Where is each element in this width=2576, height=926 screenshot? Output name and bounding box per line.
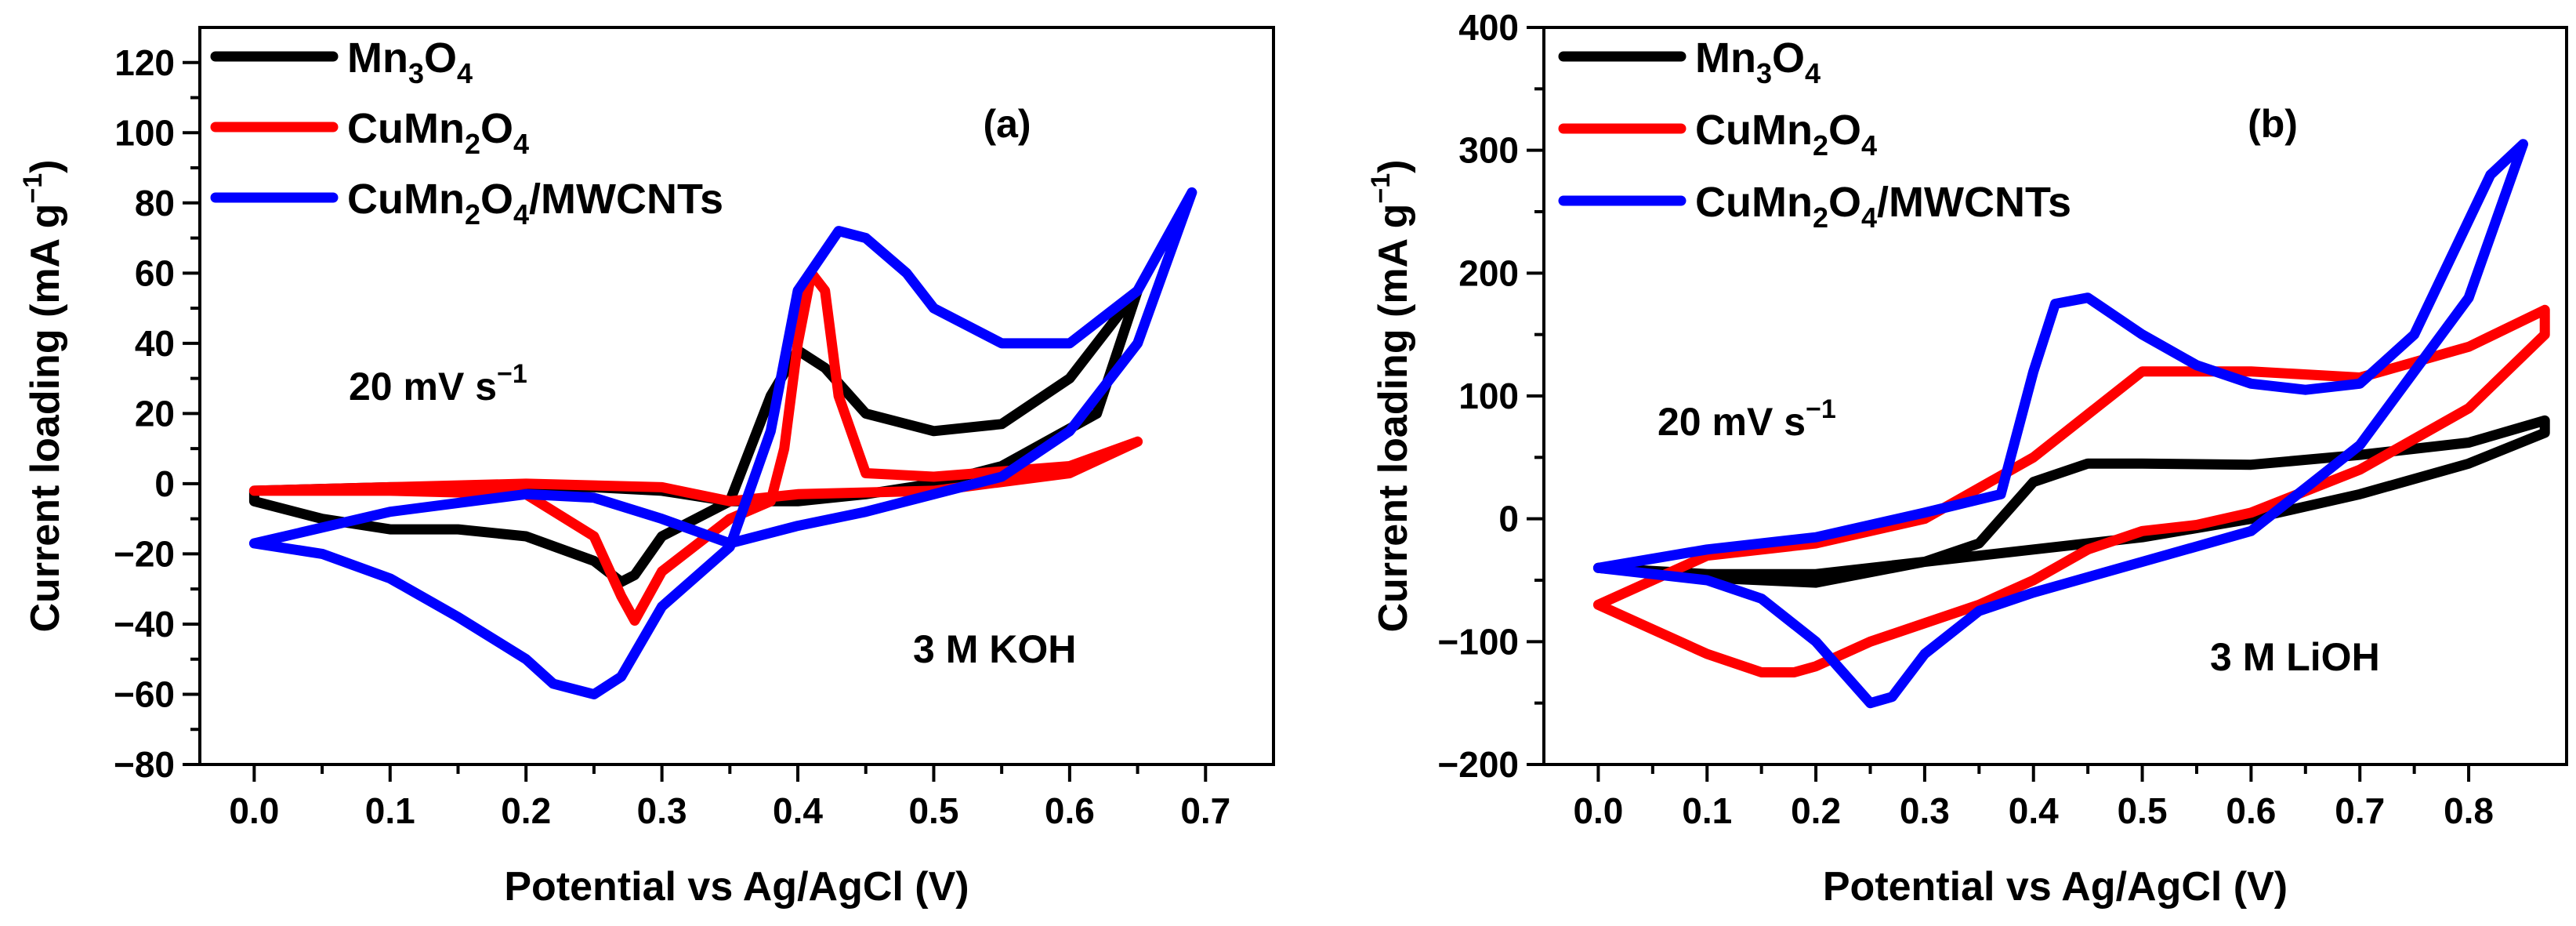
legend-label: Mn3O4 xyxy=(347,34,473,89)
electrolyte-label: 3 M LiOH xyxy=(2210,635,2380,679)
legend-item: Mn3O4 xyxy=(210,34,473,89)
y-tick-label: −100 xyxy=(1437,621,1519,662)
y-tick-label: 0 xyxy=(1498,499,1519,539)
x-tick-label: 0.8 xyxy=(2444,790,2494,831)
legend-label: CuMn2O4/MWCNTs xyxy=(1695,179,2071,234)
y-tick-label: −200 xyxy=(1437,744,1519,785)
x-tick-label: 0.4 xyxy=(2009,790,2059,831)
electrolyte-label: 3 M KOH xyxy=(913,627,1076,671)
y-tick-label: 300 xyxy=(1458,130,1519,171)
x-tick-label: 0.1 xyxy=(365,790,415,831)
y-tick-label: 40 xyxy=(135,323,175,364)
y-tick-label: 0 xyxy=(154,463,175,504)
legend-item: CuMn2O4 xyxy=(1558,107,1877,162)
legend-label: CuMn2O4/MWCNTs xyxy=(347,176,723,231)
x-tick-label: 0.5 xyxy=(2118,790,2168,831)
series-line-cumn2o4 xyxy=(248,267,1143,626)
x-tick-label: 0.4 xyxy=(773,790,823,831)
x-tick-label: 0.6 xyxy=(1045,790,1095,831)
x-tick-label: 0.2 xyxy=(1791,790,1841,831)
x-axis-label: Potential vs Ag/AgCl (V) xyxy=(1823,864,2288,910)
legend-item: CuMn2O4 xyxy=(210,105,529,160)
x-tick-label: 0.3 xyxy=(1900,790,1950,831)
y-tick-label: −80 xyxy=(114,744,175,785)
legend-item: CuMn2O4/MWCNTs xyxy=(210,176,723,231)
chart-panel-b: 0.0 0.1 0.2 0.3 0.4 0.5 0.6 0.7 0.8 −200 −100 0 100 2… xyxy=(1366,7,2568,910)
x-tick-label: 0.7 xyxy=(1180,790,1230,831)
series-line-cumn2o4 xyxy=(1592,304,2550,677)
panel-label: (a) xyxy=(983,102,1031,146)
scan-rate-label: 20 mV s−1 xyxy=(349,359,527,409)
y-tick-label: 60 xyxy=(135,252,175,293)
plot-frame xyxy=(198,26,1275,766)
x-axis-label: Potential vs Ag/AgCl (V) xyxy=(504,864,969,910)
x-tick-label: 0.7 xyxy=(2335,790,2385,831)
series-line-mn3o4 xyxy=(1592,415,2550,588)
y-tick-label: −40 xyxy=(114,604,175,645)
y-axis-label: Current loading (mA g−1) xyxy=(1366,159,1416,632)
y-tick-label: 200 xyxy=(1458,252,1519,293)
y-axis-label: Current loading (mA g−1) xyxy=(18,159,68,632)
legend-label: CuMn2O4 xyxy=(1695,107,1877,162)
legend-item: Mn3O4 xyxy=(1558,34,1821,89)
x-tick-label: 0.6 xyxy=(2226,790,2276,831)
series-line-cumn2o4-mwcnts xyxy=(1592,139,2528,709)
y-tick-label: 80 xyxy=(135,183,175,223)
y-tick-label: −20 xyxy=(114,533,175,574)
y-tick-label: −60 xyxy=(114,674,175,714)
scan-rate-label: 20 mV s−1 xyxy=(1658,394,1836,444)
x-tick-label: 0.5 xyxy=(908,790,958,831)
x-tick-label: 0.3 xyxy=(637,790,687,831)
x-tick-label: 0.1 xyxy=(1682,790,1732,831)
x-tick-label: 0.0 xyxy=(1573,790,1623,831)
y-tick-label: 120 xyxy=(114,42,175,83)
legend-item: CuMn2O4/MWCNTs xyxy=(1558,179,2071,234)
y-tick-label: 400 xyxy=(1458,7,1519,48)
y-tick-label: 100 xyxy=(1458,376,1519,416)
chart-panel-a: 0.0 0.1 0.2 0.3 0.4 0.5 0.6 0.7 −80 −60 −40 −20 0 20 4… xyxy=(18,26,1275,910)
y-tick-label: 100 xyxy=(114,112,175,153)
x-tick-label: 0.2 xyxy=(501,790,551,831)
legend-label: Mn3O4 xyxy=(1695,34,1821,89)
panel-label: (b) xyxy=(2248,102,2298,146)
y-tick-label: 20 xyxy=(135,393,175,434)
series-line-mn3o4 xyxy=(248,285,1143,587)
x-tick-label: 0.0 xyxy=(229,790,279,831)
series-line-cumn2o4-mwcnts xyxy=(248,187,1197,699)
legend-label: CuMn2O4 xyxy=(347,105,529,160)
